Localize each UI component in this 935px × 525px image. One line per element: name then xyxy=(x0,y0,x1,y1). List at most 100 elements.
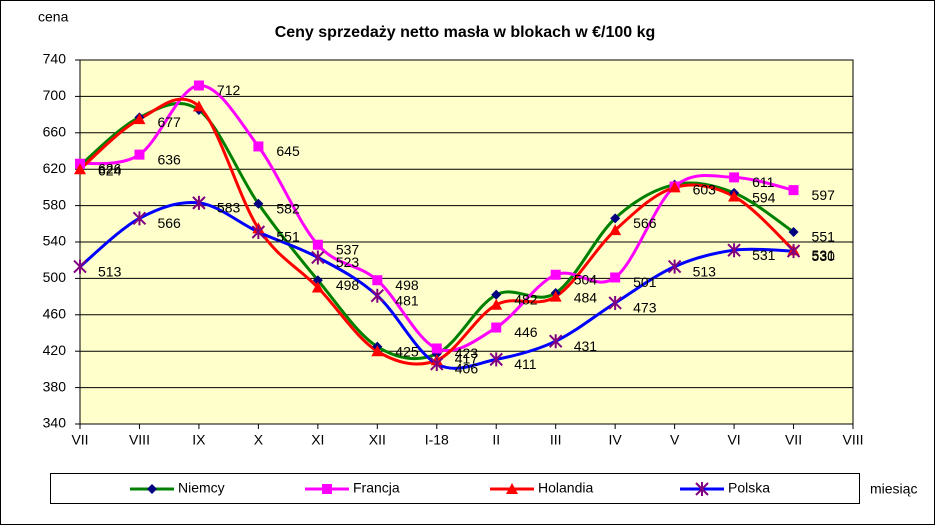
x-tick-label: XII xyxy=(369,432,386,448)
data-label: 551 xyxy=(276,229,300,245)
data-label: 636 xyxy=(157,151,181,167)
x-tick-label: III xyxy=(550,432,562,448)
marker xyxy=(695,482,709,496)
x-tick-label: II xyxy=(492,432,500,448)
x-tick-label: VII xyxy=(785,432,802,448)
marker xyxy=(490,298,503,310)
marker xyxy=(192,195,206,210)
data-label: 482 xyxy=(514,291,538,307)
x-axis-label: miesiąc xyxy=(870,481,917,497)
y-tick-label: 660 xyxy=(43,124,67,140)
data-label: 423 xyxy=(455,345,479,361)
marker xyxy=(253,141,264,152)
x-tick-label: I-18 xyxy=(425,432,449,448)
x-tick-label: XI xyxy=(311,432,324,448)
marker xyxy=(73,259,87,274)
marker xyxy=(431,343,442,354)
marker xyxy=(133,113,146,125)
data-label: 531 xyxy=(752,247,776,263)
data-label: 611 xyxy=(752,174,775,190)
data-label: 645 xyxy=(276,143,300,159)
data-label: 551 xyxy=(812,229,836,245)
x-tick-label: IV xyxy=(609,432,623,448)
data-label: 537 xyxy=(336,241,360,257)
data-label: 406 xyxy=(455,361,479,377)
data-label: 501 xyxy=(633,274,657,290)
marker xyxy=(608,295,622,310)
marker xyxy=(610,213,621,224)
y-tick-label: 540 xyxy=(43,233,67,249)
marker xyxy=(609,224,622,236)
legend-label: Francja xyxy=(353,480,400,496)
legend-label: Holandia xyxy=(538,480,593,496)
marker xyxy=(549,290,562,302)
y-tick-label: 740 xyxy=(43,51,67,67)
data-label: 481 xyxy=(395,292,419,308)
marker xyxy=(192,100,205,112)
data-label: 473 xyxy=(633,300,657,316)
y-tick-label: 380 xyxy=(43,378,67,394)
x-tick-label: X xyxy=(254,432,264,448)
marker xyxy=(491,289,502,300)
data-label: 566 xyxy=(157,215,181,231)
marker xyxy=(322,484,332,494)
data-label: 484 xyxy=(574,290,598,306)
x-tick-label: V xyxy=(670,432,680,448)
data-label: 624 xyxy=(98,162,122,178)
marker xyxy=(668,181,681,193)
marker xyxy=(430,356,444,371)
marker xyxy=(147,484,157,494)
marker xyxy=(193,80,204,91)
marker xyxy=(506,483,518,494)
marker xyxy=(372,275,383,286)
legend-label: Niemcy xyxy=(178,480,225,496)
marker xyxy=(729,172,740,183)
data-label: 504 xyxy=(574,271,598,287)
marker xyxy=(312,239,323,250)
marker xyxy=(667,259,682,274)
marker xyxy=(610,272,621,283)
marker xyxy=(74,163,86,175)
marker xyxy=(370,288,385,303)
x-tick-label: VI xyxy=(727,432,740,448)
data-label: 513 xyxy=(98,263,122,279)
marker xyxy=(132,211,147,226)
marker xyxy=(728,190,741,202)
data-label: 411 xyxy=(514,356,537,372)
marker xyxy=(788,226,799,237)
data-label: 498 xyxy=(395,277,419,293)
marker xyxy=(311,281,324,293)
data-label: 417 xyxy=(455,351,479,367)
data-label: 498 xyxy=(336,277,360,293)
marker xyxy=(489,352,503,367)
x-tick-label: IX xyxy=(192,432,206,448)
x-tick-label: VIII xyxy=(842,432,863,448)
y-tick-label: 700 xyxy=(43,87,67,103)
data-label: 513 xyxy=(693,263,717,279)
data-label: 603 xyxy=(693,181,717,197)
legend xyxy=(50,473,860,504)
data-label: 566 xyxy=(633,215,657,231)
x-tick-label: VIII xyxy=(129,432,150,448)
marker xyxy=(491,322,502,333)
marker xyxy=(312,275,323,286)
marker xyxy=(548,334,563,349)
data-label: 431 xyxy=(574,338,598,354)
data-label: 425 xyxy=(395,343,419,359)
y-tick-label: 460 xyxy=(43,306,67,322)
data-label: 597 xyxy=(812,187,836,203)
data-label: 530 xyxy=(812,248,836,264)
y-tick-label: 500 xyxy=(43,269,67,285)
legend-label: Polska xyxy=(728,480,770,496)
marker xyxy=(311,250,325,265)
data-label: 626 xyxy=(98,160,122,176)
y-tick-label: 620 xyxy=(43,160,67,176)
y-axis-label: cena xyxy=(38,9,69,25)
marker xyxy=(134,149,145,160)
y-tick-label: 580 xyxy=(43,196,67,212)
x-tick-label: VII xyxy=(71,432,88,448)
data-label: 583 xyxy=(217,200,241,216)
marker xyxy=(251,224,266,239)
marker xyxy=(727,243,741,258)
